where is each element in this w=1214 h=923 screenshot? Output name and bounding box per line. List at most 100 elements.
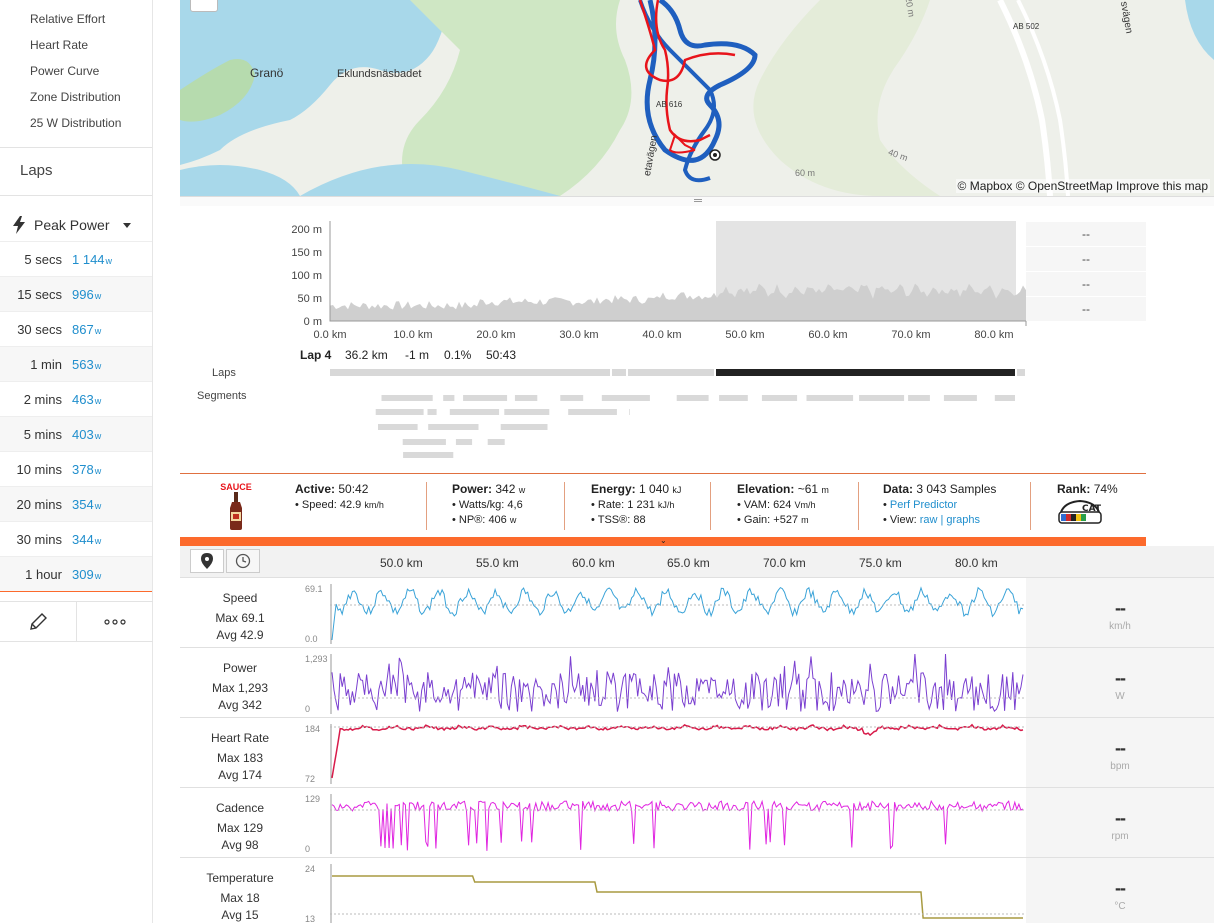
peak-power-row[interactable]: 20 mins 354w [0,486,152,521]
stream-name: Heart Rate [210,731,270,745]
peak-power-row[interactable]: 15 secs 996w [0,276,152,311]
laps-title[interactable]: Laps [20,162,53,179]
stream-max: Max 183 [216,751,264,765]
peak-power-value: 378w [72,461,102,477]
stream-chart[interactable] [330,788,1025,858]
stream-row-cadence[interactable]: Cadence Max 129 Avg 98 129 0 -- rpm [180,787,1214,858]
peak-power-row[interactable]: 5 secs 1 144w [0,241,152,276]
stat-np-label: NP®: [458,514,486,526]
elevation-y-tick: 50 m [298,293,322,305]
stat-np-unit: w [509,515,517,525]
lap-time: 50:43 [486,348,517,362]
stream-chart[interactable] [330,578,1025,648]
view-graphs-link[interactable]: graphs [946,514,981,526]
stat-vam-value: 624 [773,499,792,511]
map-pin-toggle[interactable] [190,549,224,573]
sauce-stats-bar: SAUCE Active: 50:42 • Speed: 42.9 km/h P… [180,476,1146,538]
more-options-button[interactable] [77,602,153,641]
stat-separator [858,482,859,530]
stat-separator [710,482,711,530]
lap-bar[interactable] [330,369,610,376]
peak-power-value: 996w [72,286,102,302]
elevation-chart[interactable]: 200 m 150 m 100 m 50 m 0 m0.0 km 10.0 km 20.0 … [280,216,1126,356]
edit-button[interactable] [0,602,77,641]
stat-vam-label: VAM: [743,499,770,511]
view-separator: | [940,514,944,526]
stream-ymin: 13 [305,914,316,923]
stat-vam-unit: Vm/h [794,500,816,510]
stream-row-heart-rate[interactable]: Heart Rate Max 183 Avg 174 184 72 -- bpm [180,717,1214,788]
map-zoom-control[interactable] [190,0,218,12]
streams-toolbar: 50.0 km 55.0 km 60.0 km 65.0 km 70.0 km 75.0 … [180,546,1214,577]
clock-icon [235,553,251,569]
peak-power-dropdown[interactable]: Peak Power [0,208,152,242]
elevation-side-value: -- [1026,297,1146,321]
sidebar-actions [0,601,153,642]
route-map[interactable]: Granö Eklundsnäsbadet AB 616 AB 502 20 m… [180,0,1214,196]
map-attribution[interactable]: © Mapbox © OpenStreetMap Improve this ma… [955,179,1210,193]
stat-gain-value: +527 [773,514,799,526]
stream-chart[interactable] [330,858,1025,923]
lap-bar[interactable] [612,369,626,376]
segment-bar [514,395,538,401]
elevation-x-tick: 20.0 km [476,329,515,341]
link-relative-effort[interactable]: Relative Effort [30,12,106,26]
stat-elevation-unit: m [821,485,829,495]
stat-elevation: Elevation: ~61 m • VAM: 624 Vm/h • Gain:… [737,482,829,526]
streams-expand-bar[interactable]: ⌄ [180,537,1146,546]
peak-power-row[interactable]: 5 mins 403w [0,416,152,451]
stream-line [331,653,1024,713]
stream-row-power[interactable]: Power Max 1,293 Avg 342 1,293 0 -- W [180,647,1214,718]
cat-badge-icon[interactable]: CAT 1 [1055,498,1110,528]
km-tick-label: 70.0 km [763,556,806,570]
map-resize-handle[interactable] [180,196,1214,206]
stream-row-speed[interactable]: Speed Max 69.1 Avg 42.9 69.1 0.0 -- km/h [180,577,1214,648]
segment-bar [560,395,584,401]
time-toggle[interactable] [226,549,260,573]
stat-speed-unit: km/h [364,500,384,510]
elevation-panel: 200 m 150 m 100 m 50 m 0 m 0.0 km 10.0 km 20.0 … [180,206,1146,474]
peak-power-unit: w [94,395,102,406]
lap-bar[interactable] [1017,369,1025,376]
stat-active-label: Active: [295,482,336,496]
stream-ymax: 1,293 [305,654,328,664]
stream-row-temperature[interactable]: Temperature Max 18 Avg 15 24 13 -- °C [180,857,1214,923]
stat-speed-value: 42.9 [339,499,362,511]
perf-predictor-link[interactable]: Perf Predictor [889,499,958,511]
link-zone-distribution[interactable]: Zone Distribution [30,90,121,104]
segment-bar [500,424,548,430]
stat-active: Active: 50:42 • Speed: 42.9 km/h [295,482,384,511]
stream-avg: Avg 98 [221,838,259,852]
lap-bar-selected[interactable] [716,369,1015,376]
peak-power-row[interactable]: 2 mins 463w [0,381,152,416]
peak-power-row[interactable]: 10 mins 378w [0,451,152,486]
view-raw-link[interactable]: raw [919,514,938,526]
stream-chart[interactable] [330,648,1025,718]
stream-chart[interactable] [330,718,1025,788]
sauce-logo: SAUCE [214,482,258,533]
stream-ymin: 0 [305,844,311,854]
stat-active-value: 50:42 [338,482,369,496]
stream-name: Power [222,661,257,675]
map-label-road: AB 502 [1013,22,1040,31]
sidebar-divider [0,147,152,148]
peak-power-row[interactable]: 30 secs 867w [0,311,152,346]
stream-readout: -- km/h [1026,578,1214,648]
link-power-curve[interactable]: Power Curve [30,64,100,78]
lap-bar[interactable] [628,369,714,376]
segments-track[interactable] [330,390,1030,460]
segment-bar [427,409,437,415]
peak-power-row[interactable]: 1 min 563w [0,346,152,381]
peak-power-row[interactable]: 30 mins 344w [0,521,152,556]
link-heart-rate[interactable]: Heart Rate [30,38,89,52]
segment-bar [443,395,455,401]
map-canvas [180,0,1214,196]
peak-power-row[interactable]: 1 hour 309w [0,556,152,591]
segment-bar [859,395,905,401]
km-tick-label: 50.0 km [380,556,423,570]
segment-bar [719,395,748,401]
stream-ymax: 69.1 [305,584,323,594]
segment-bar [381,395,433,401]
stream-unit: km/h [1109,621,1131,632]
link-25w-distribution[interactable]: 25 W Distribution [30,116,122,130]
